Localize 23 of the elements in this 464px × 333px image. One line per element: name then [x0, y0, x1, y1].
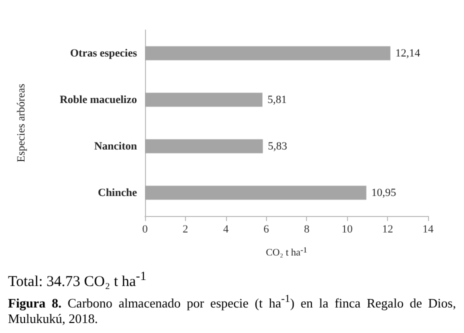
bar [145, 46, 390, 60]
data-label: 5,83 [268, 140, 288, 152]
y-tick-label: Otras especies [70, 47, 138, 60]
x-tick-label: 0 [142, 224, 148, 236]
text: Total: 34.73 CO₂ t ha$^{-1}$ [8, 268, 148, 290]
x-tick-label: 8 [304, 224, 310, 236]
y-tick-label: Nanciton [94, 140, 137, 152]
data-label: 10,95 [371, 186, 397, 199]
x-tick-label: 12 [382, 224, 394, 236]
y-axis-title: Especies arbóreas [16, 84, 28, 162]
bar [145, 139, 263, 154]
x-tick-label: 14 [422, 224, 434, 236]
y-tick-label: Chinche [98, 186, 138, 199]
text: Figura 8. Carbono almacenado por especie (t ha$^{-1}$) en la finca Regalo de Dios, Mulukukú, 2018. [8, 293, 456, 326]
x-tick-label: 10 [342, 224, 354, 236]
x-tick-label: 2 [182, 224, 188, 236]
bar [145, 92, 262, 107]
y-tick-label: Roble macuelizo [60, 94, 138, 106]
x-tick-label: 4 [223, 224, 230, 236]
data-label: 5,81 [267, 94, 287, 106]
bar [145, 186, 366, 200]
x-tick-label: 6 [264, 224, 270, 236]
data-label: 12,14 [395, 47, 421, 60]
